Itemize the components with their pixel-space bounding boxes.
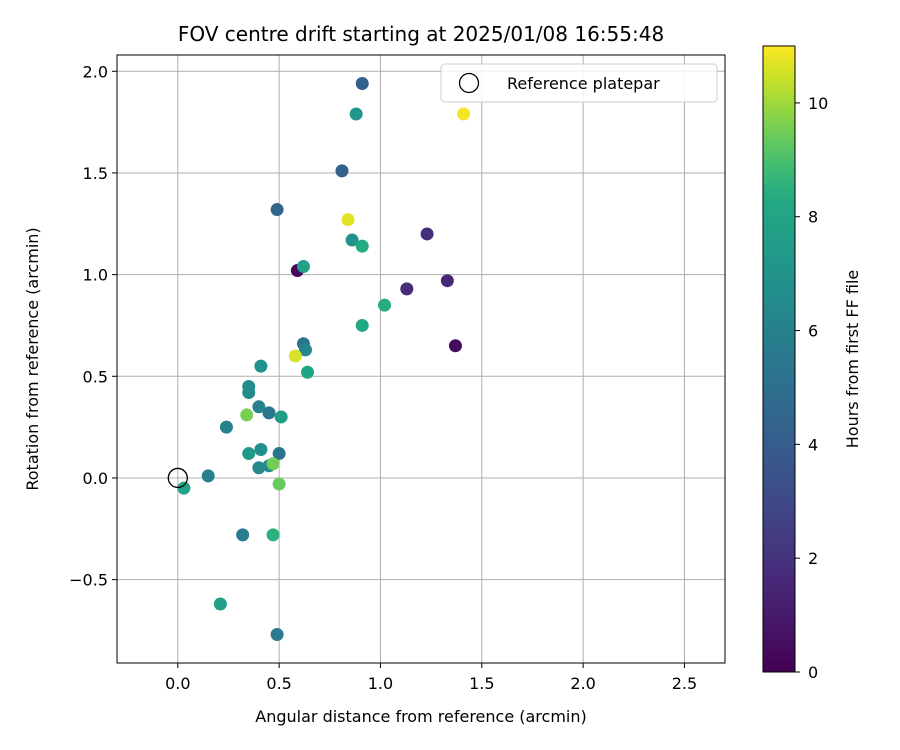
data-point <box>274 410 288 424</box>
data-point <box>270 628 284 642</box>
colorbar-tick-label: 4 <box>808 435 818 454</box>
y-tick-label: 0.0 <box>83 469 108 488</box>
x-tick-label: 1.5 <box>469 674 494 693</box>
data-point <box>341 213 355 227</box>
y-tick-label: 1.0 <box>83 266 108 285</box>
data-point <box>272 477 286 491</box>
data-point <box>272 447 286 461</box>
colorbar-tick-label: 8 <box>808 208 818 227</box>
colorbar-tick-label: 2 <box>808 549 818 568</box>
colorbar-gradient <box>762 45 796 673</box>
legend-marker-icon <box>458 72 480 94</box>
data-point <box>213 597 227 611</box>
y-tick-label: 1.5 <box>83 164 108 183</box>
colorbar-tick-label: 6 <box>808 322 818 341</box>
y-axis-ticks: −0.5 0.0 0.5 1.0 1.5 2.0 <box>69 62 117 590</box>
data-point <box>355 239 369 253</box>
data-point <box>400 282 414 296</box>
data-point <box>254 442 268 456</box>
data-point <box>252 400 266 414</box>
colorbar-ticks: 0 2 4 6 8 10 <box>795 94 828 682</box>
legend-box <box>440 63 718 103</box>
legend: Reference platepar <box>440 63 718 103</box>
y-tick-label: 0.5 <box>83 367 108 386</box>
legend-label: Reference platepar <box>507 74 660 93</box>
data-point <box>345 233 359 247</box>
data-point <box>266 457 280 471</box>
colorbar-label: Hours from first FF file <box>843 270 862 449</box>
data-point <box>240 408 254 422</box>
data-points <box>177 76 471 642</box>
data-point <box>254 359 268 373</box>
data-point <box>355 76 369 90</box>
data-point <box>242 447 256 461</box>
data-point <box>219 420 233 434</box>
data-point <box>270 203 284 217</box>
data-point <box>440 274 454 288</box>
reference-marker-layer <box>167 467 188 489</box>
x-tick-label: 0.5 <box>266 674 291 693</box>
data-point <box>448 339 462 353</box>
data-point <box>201 469 215 483</box>
grid <box>117 55 725 663</box>
colorbar-tick-label: 10 <box>808 94 828 113</box>
data-point <box>266 528 280 542</box>
y-tick-label: −0.5 <box>69 571 108 590</box>
data-point <box>242 379 256 393</box>
reference-point-marker <box>167 467 188 489</box>
x-tick-label: 1.0 <box>368 674 393 693</box>
data-point <box>288 349 302 363</box>
data-point <box>262 406 276 420</box>
chart-title: FOV centre drift starting at 2025/01/08 … <box>178 22 664 46</box>
plot-frame <box>116 54 726 664</box>
y-axis-label: Rotation from reference (arcmin) <box>23 227 42 490</box>
data-point <box>296 259 310 273</box>
x-axis-ticks: 0.0 0.5 1.0 1.5 2.0 2.5 <box>165 663 697 693</box>
data-point <box>457 107 471 121</box>
x-tick-label: 2.0 <box>570 674 595 693</box>
data-point <box>349 107 363 121</box>
x-tick-label: 0.0 <box>165 674 190 693</box>
data-point <box>420 227 434 241</box>
x-tick-label: 2.5 <box>672 674 697 693</box>
data-point <box>378 298 392 312</box>
data-point <box>177 481 191 495</box>
data-point <box>335 164 349 178</box>
data-point <box>301 365 315 379</box>
data-point <box>298 343 312 357</box>
colorbar: 0 2 4 6 8 10 Hours from first FF file <box>762 45 862 682</box>
data-point <box>355 318 369 332</box>
colorbar-tick-label: 0 <box>808 663 818 682</box>
y-tick-label: 2.0 <box>83 62 108 81</box>
data-point <box>252 461 266 475</box>
data-point <box>236 528 250 542</box>
x-axis-label: Angular distance from reference (arcmin) <box>255 707 586 726</box>
